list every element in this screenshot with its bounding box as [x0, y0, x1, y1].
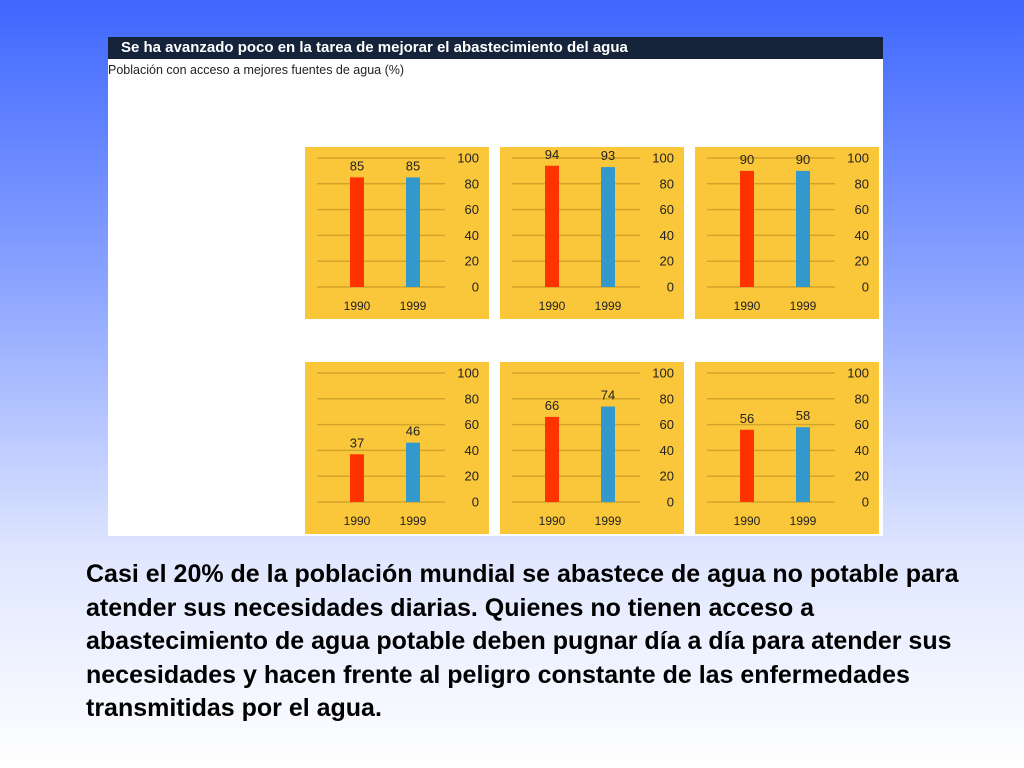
y-tick-label: 40 — [660, 228, 674, 243]
panel-background — [305, 147, 489, 319]
panel-background — [695, 362, 879, 534]
x-tick-label: 1999 — [790, 514, 817, 528]
bar-1990 — [740, 429, 754, 502]
data-label: 90 — [796, 152, 810, 167]
bar-1999 — [601, 406, 615, 502]
y-tick-label: 80 — [660, 176, 674, 191]
y-tick-label: 0 — [862, 495, 869, 510]
panel-background — [695, 147, 879, 319]
data-label: 66 — [545, 398, 559, 413]
y-tick-label: 80 — [465, 391, 479, 406]
chart-panel-3: 0 20 40 60 80 100 90 1990 90 1999 — [695, 147, 879, 319]
data-label: 58 — [796, 408, 810, 423]
chart-panel-2: 0 20 40 60 80 100 94 1990 93 1999 — [500, 147, 684, 319]
y-tick-label: 0 — [667, 280, 674, 295]
y-tick-label: 20 — [465, 469, 479, 484]
y-tick-label: 20 — [855, 254, 869, 269]
x-tick-label: 1990 — [734, 299, 761, 313]
chart-panel-6: 0 20 40 60 80 100 56 1990 58 1999 — [695, 362, 879, 534]
y-tick-label: 100 — [652, 366, 674, 381]
y-tick-label: 20 — [660, 254, 674, 269]
y-tick-label: 100 — [847, 366, 869, 381]
y-tick-label: 80 — [855, 176, 869, 191]
bar-1990 — [350, 454, 364, 502]
x-tick-label: 1999 — [400, 299, 427, 313]
data-label: 93 — [601, 148, 615, 163]
y-tick-label: 40 — [660, 443, 674, 458]
x-tick-label: 1999 — [595, 514, 622, 528]
y-tick-label: 100 — [457, 366, 479, 381]
y-tick-label: 100 — [457, 151, 479, 166]
y-tick-label: 0 — [472, 280, 479, 295]
x-tick-label: 1990 — [344, 514, 371, 528]
y-tick-label: 20 — [660, 469, 674, 484]
y-tick-label: 0 — [472, 495, 479, 510]
figure-subtitle: Población con acceso a mejores fuentes d… — [108, 63, 405, 77]
bar-1990 — [350, 177, 364, 287]
y-tick-label: 60 — [465, 417, 479, 432]
y-tick-label: 20 — [465, 254, 479, 269]
y-tick-label: 40 — [465, 228, 479, 243]
bar-1999 — [601, 167, 615, 287]
y-tick-label: 40 — [465, 443, 479, 458]
y-tick-label: 80 — [660, 391, 674, 406]
x-tick-label: 1999 — [595, 299, 622, 313]
data-label: 94 — [545, 147, 559, 162]
x-tick-label: 1990 — [539, 299, 566, 313]
bar-1999 — [406, 177, 420, 287]
y-tick-label: 80 — [465, 176, 479, 191]
bar-1999 — [796, 170, 810, 287]
caption-text: Casi el 20% de la población mundial se a… — [86, 560, 959, 722]
y-tick-label: 60 — [660, 417, 674, 432]
panel-background — [500, 362, 684, 534]
y-tick-label: 60 — [465, 202, 479, 217]
x-tick-label: 1990 — [539, 514, 566, 528]
y-tick-label: 60 — [855, 202, 869, 217]
bar-1999 — [796, 427, 810, 502]
x-tick-label: 1990 — [734, 514, 761, 528]
x-tick-label: 1990 — [344, 299, 371, 313]
data-label: 37 — [350, 435, 364, 450]
y-tick-label: 80 — [855, 391, 869, 406]
bar-1999 — [406, 442, 420, 502]
bar-1990 — [545, 165, 559, 287]
y-tick-label: 0 — [862, 280, 869, 295]
y-tick-label: 100 — [847, 151, 869, 166]
y-tick-label: 60 — [855, 417, 869, 432]
data-label: 85 — [350, 158, 364, 173]
bar-1990 — [740, 170, 754, 287]
data-label: 46 — [406, 424, 420, 439]
panel-background — [305, 362, 489, 534]
chart-panel-5: 0 20 40 60 80 100 66 1990 74 1999 — [500, 362, 684, 534]
x-tick-label: 1999 — [400, 514, 427, 528]
chart-panel-1: 0 20 40 60 80 100 85 1990 85 1999 — [305, 147, 489, 319]
y-tick-label: 100 — [652, 151, 674, 166]
data-label: 90 — [740, 152, 754, 167]
y-tick-label: 60 — [660, 202, 674, 217]
chart-panel-4: 0 20 40 60 80 100 37 1990 46 1999 — [305, 362, 489, 534]
y-tick-label: 40 — [855, 443, 869, 458]
x-tick-label: 1999 — [790, 299, 817, 313]
data-label: 56 — [740, 411, 754, 426]
bar-1990 — [545, 416, 559, 502]
panel-background — [500, 147, 684, 319]
y-tick-label: 0 — [667, 495, 674, 510]
data-label: 85 — [406, 158, 420, 173]
data-label: 74 — [601, 388, 615, 403]
y-tick-label: 40 — [855, 228, 869, 243]
figure-title: Se ha avanzado poco en la tarea de mejor… — [108, 37, 883, 59]
chart-figure: Se ha avanzado poco en la tarea de mejor… — [108, 37, 883, 536]
y-tick-label: 20 — [855, 469, 869, 484]
